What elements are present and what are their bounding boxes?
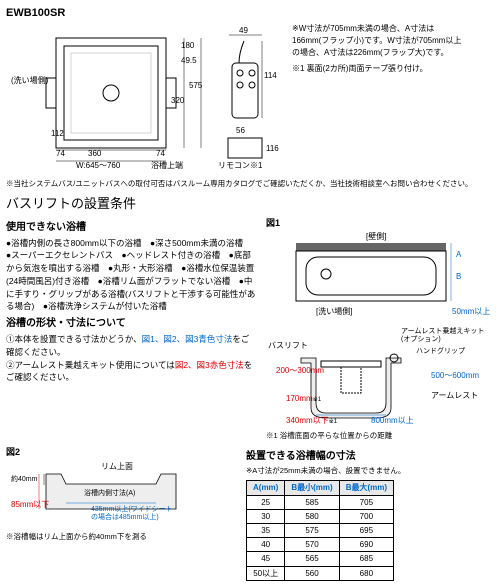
- wash-side-label: (洗い場側): [11, 75, 49, 85]
- right-notes: ※W寸法が705mm未満の場合、A寸法は166mm(フラップ小)です。W寸法が7…: [292, 23, 467, 177]
- shape-item1: ①本体を設置できる寸法かどうか、図1、図2、図3青色寸法をご確認ください。: [6, 333, 256, 359]
- svg-text:85mm以下: 85mm以下: [11, 500, 49, 509]
- fig3-note: ※1 浴槽底面の平らな位置からの距離: [266, 431, 496, 442]
- dim-w-range: W:645～760: [76, 161, 121, 170]
- spec-table-title: 設置できる浴槽幅の寸法: [246, 450, 496, 464]
- dim-495: 49.5: [181, 56, 197, 65]
- note-tape: ※1 裏面(2カ所)両面テープ張り付け。: [292, 63, 467, 75]
- svg-text:800mm以上: 800mm以上: [371, 416, 414, 425]
- cannot-use-text: ●浴槽内側の長さ800mm以下の浴槽 ●深さ500mm未満の浴槽 ●スーパーエク…: [6, 237, 256, 314]
- dim-112: 112: [51, 129, 64, 138]
- dim-180: 180: [181, 41, 195, 50]
- dim-360: 360: [88, 149, 102, 158]
- shape-title: 浴槽の形状・寸法について: [6, 317, 256, 331]
- shape-item2: ②アームレスト乗越えキット使用については図2、図3赤色寸法をご確認ください。: [6, 359, 256, 385]
- table-row: 25585705: [247, 495, 394, 509]
- svg-text:56: 56: [236, 126, 245, 135]
- model-code: EWB100SR: [6, 6, 494, 21]
- table-row: 35575695: [247, 524, 394, 538]
- svg-text:(オプション): (オプション): [401, 335, 441, 343]
- svg-text:[洗い場側]: [洗い場側]: [316, 306, 352, 316]
- th-bmax: B最大(mm): [339, 481, 393, 495]
- section-title: バスリフトの設置条件: [6, 195, 494, 213]
- svg-text:500～600mm: 500～600mm: [431, 371, 479, 380]
- spec-table: A(mm) B最小(mm) B最大(mm) 255857053058070035…: [246, 480, 394, 580]
- svg-text:50mm以上: 50mm以上: [452, 307, 490, 316]
- svg-text:49: 49: [239, 26, 248, 35]
- fig2-note: ※浴槽幅はリム上面から約40mm下を測る: [6, 532, 236, 543]
- bathtub-top-diagram: 180 49.5 575 320 112 74 360 74 W:645～760…: [6, 23, 206, 173]
- svg-text:の場合は485mm以上): の場合は485mm以上): [91, 512, 159, 521]
- top-section: 180 49.5 575 320 112 74 360 74 W:645～760…: [6, 23, 494, 177]
- svg-text:114: 114: [264, 71, 277, 80]
- svg-text:約40mm: 約40mm: [11, 474, 38, 483]
- table-row: 45565685: [247, 552, 394, 566]
- spec-table-note: ※A寸法が25mm未満の場合、設置できません。: [246, 466, 496, 477]
- svg-text:116: 116: [266, 144, 279, 153]
- svg-text:435mm以上(ワイドシート: 435mm以上(ワイドシート: [91, 504, 173, 513]
- bath-top-label: 浴槽上端: [151, 160, 183, 170]
- dim-320: 320: [171, 96, 185, 105]
- svg-text:リム上面: リム上面: [101, 462, 133, 471]
- th-bmin: B最小(mm): [285, 481, 339, 495]
- svg-text:[壁側]: [壁側]: [366, 231, 386, 241]
- svg-text:200～300mm: 200～300mm: [276, 366, 324, 375]
- fig3-diagram: バスリフト アームレスト乗越えキット (オプション) ハンドグリップ 500～6…: [266, 323, 496, 428]
- fig1-label: 図1: [266, 217, 496, 230]
- fig2-label: 図2: [6, 446, 236, 459]
- table-row: 30580700: [247, 509, 394, 523]
- table-row: 50以上560680: [247, 566, 394, 580]
- dim-74b: 74: [156, 149, 165, 158]
- caution-line: ※当社システムバス/ユニットバスへの取付可否はバスルーム専用カタログでご確認いた…: [6, 179, 494, 190]
- svg-text:アームレスト: アームレスト: [431, 391, 478, 400]
- note-w-dimension: ※W寸法が705mm未満の場合、A寸法は166mm(フラップ小)です。W寸法が7…: [292, 23, 467, 59]
- fig1-diagram: [壁側] A B 50mm以上 [洗い場側]: [266, 229, 496, 319]
- svg-text:リモコン※1: リモコン※1: [218, 161, 263, 170]
- svg-text:アームレスト乗越えキット: アームレスト乗越えキット: [401, 326, 484, 335]
- remote-diagram: 49 114 56 116 リモコン※1: [214, 23, 284, 177]
- cannot-use-title: 使用できない浴槽: [6, 221, 256, 235]
- svg-text:B: B: [456, 272, 461, 281]
- dim-74a: 74: [56, 149, 65, 158]
- table-row: 40570690: [247, 538, 394, 552]
- svg-text:ハンドグリップ: ハンドグリップ: [416, 346, 465, 355]
- svg-text:A: A: [456, 250, 462, 259]
- th-a: A(mm): [247, 481, 285, 495]
- top-diagram-main: 180 49.5 575 320 112 74 360 74 W:645～760…: [6, 23, 206, 173]
- fig2-diagram: リム上面 浴槽内側寸法(A) 約40mm 85mm以下 435mm以上(ワイドシ…: [6, 459, 236, 529]
- svg-text:浴槽内側寸法(A): 浴槽内側寸法(A): [84, 488, 135, 497]
- svg-text:バスリフト: バスリフト: [268, 341, 308, 350]
